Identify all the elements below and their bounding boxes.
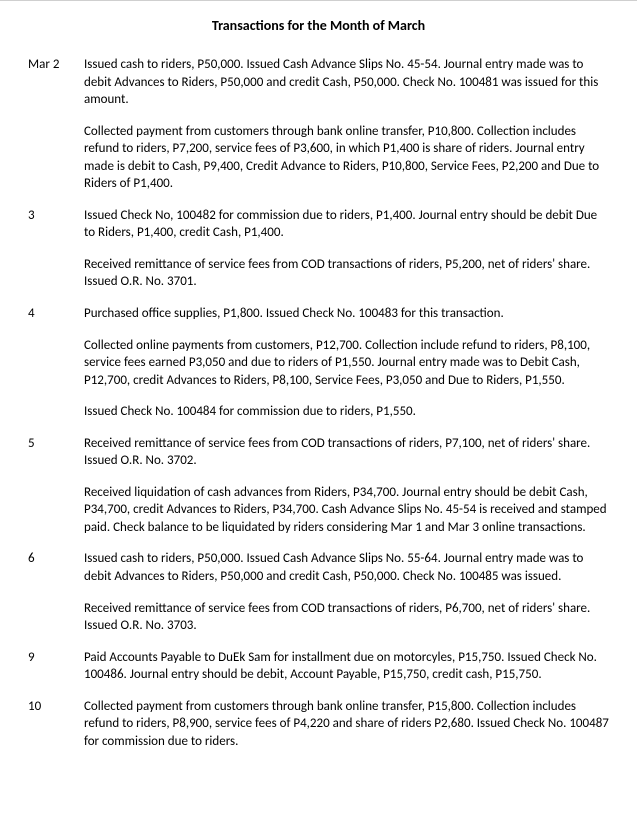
entry-text: Received liquidation of cash advances fr… — [84, 484, 609, 537]
transaction-entry: Issued Check No. 100484 for commission d… — [28, 403, 609, 421]
entry-date: 5 — [28, 435, 84, 453]
entry-text: Received remittance of service fees from… — [84, 600, 609, 635]
document-page: Transactions for the Month of March Mar … — [0, 0, 637, 784]
transaction-entry: Received remittance of service fees from… — [28, 600, 609, 635]
transaction-entry: Received liquidation of cash advances fr… — [28, 484, 609, 537]
transaction-entry: 6Issued cash to riders, P50,000. Issued … — [28, 550, 609, 585]
entry-text: Issued cash to riders, P50,000. Issued C… — [84, 56, 609, 109]
transaction-entry: Mar 2Issued cash to riders, P50,000. Iss… — [28, 56, 609, 109]
entry-text: Collected payment from customers through… — [84, 698, 609, 751]
page-title: Transactions for the Month of March — [28, 17, 609, 34]
transaction-entry: Collected online payments from customers… — [28, 337, 609, 390]
entry-text: Received remittance of service fees from… — [84, 256, 609, 291]
entry-text: Issued Check No. 100484 for commission d… — [84, 403, 609, 421]
entry-text: Issued Check No, 100482 for commission d… — [84, 207, 609, 242]
transaction-entry: 5Received remittance of service fees fro… — [28, 435, 609, 470]
entries-list: Mar 2Issued cash to riders, P50,000. Iss… — [28, 56, 609, 750]
entry-date: 9 — [28, 649, 84, 667]
entry-date: 10 — [28, 698, 84, 716]
transaction-entry: 9Paid Accounts Payable to DuEk Sam for i… — [28, 649, 609, 684]
entry-text: Issued cash to riders, P50,000. Issued C… — [84, 550, 609, 585]
entry-date: Mar 2 — [28, 56, 84, 74]
transaction-entry: Collected payment from customers through… — [28, 123, 609, 193]
entry-text: Received remittance of service fees from… — [84, 435, 609, 470]
transaction-entry: Received remittance of service fees from… — [28, 256, 609, 291]
transaction-entry: 10Collected payment from customers throu… — [28, 698, 609, 751]
entry-date: 3 — [28, 207, 84, 225]
entry-text: Collected payment from customers through… — [84, 123, 609, 193]
entry-text: Paid Accounts Payable to DuEk Sam for in… — [84, 649, 609, 684]
transaction-entry: 3Issued Check No, 100482 for commission … — [28, 207, 609, 242]
transaction-entry: 4Purchased office supplies, P1,800. Issu… — [28, 305, 609, 323]
entry-text: Purchased office supplies, P1,800. Issue… — [84, 305, 609, 323]
entry-date: 6 — [28, 550, 84, 568]
entry-text: Collected online payments from customers… — [84, 337, 609, 390]
entry-date: 4 — [28, 305, 84, 323]
